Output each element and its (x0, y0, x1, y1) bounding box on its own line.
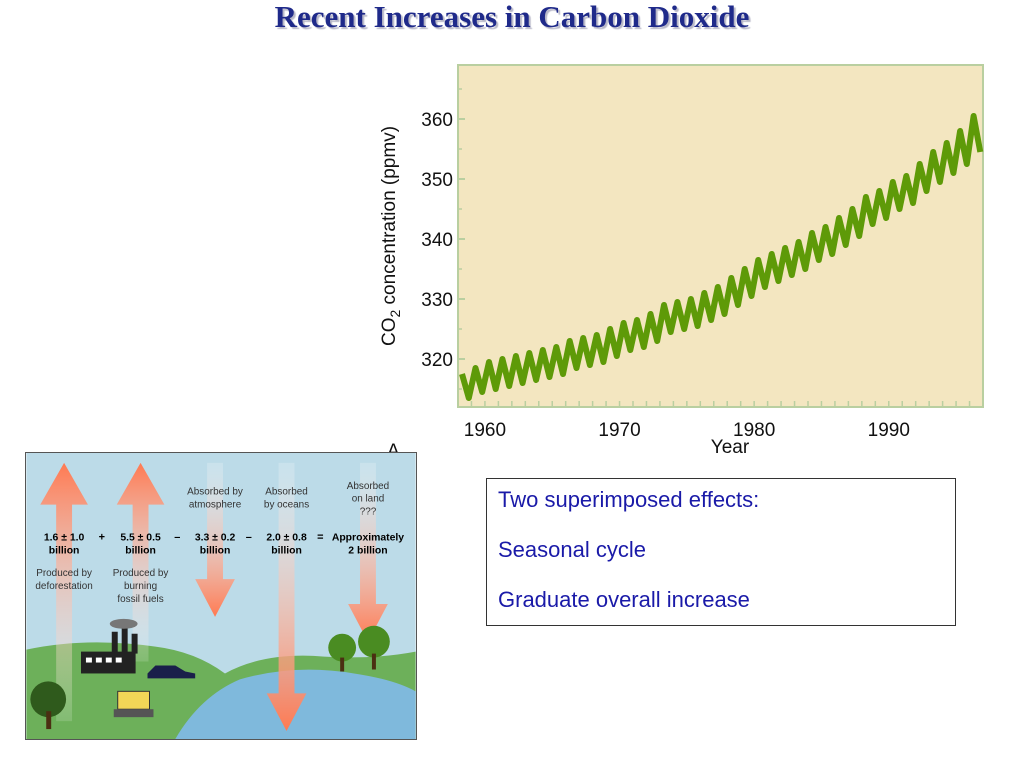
y-tick-label: 320 (421, 350, 453, 371)
budget-value: 1.6 ± 1.0 (44, 532, 85, 543)
budget-description: Produced by (113, 568, 169, 579)
note-line: Seasonal cycle (498, 537, 646, 562)
budget-description: deforestation (35, 581, 92, 592)
budget-description: Absorbed by (187, 487, 243, 498)
budget-description: burning (124, 581, 157, 592)
notes-box: Two superimposed effects: Seasonal cycle… (486, 478, 956, 626)
budget-value: Approximately (332, 532, 404, 543)
flux-arrows (40, 462, 388, 732)
budget-value: 2.0 ± 0.8 (266, 532, 307, 543)
y-axis-label: CO2 concentration (ppmv) (379, 126, 403, 346)
budget-description: Produced by (36, 568, 92, 579)
budget-unit: 2 billion (348, 545, 387, 556)
x-axis: 1960 1970 1980 1990 (464, 420, 910, 441)
x-axis-label: Year (711, 437, 750, 458)
sink-arrow (266, 462, 307, 732)
sink-arrow (195, 462, 235, 617)
sink-arrow (348, 462, 388, 642)
note-line: Two superimposed effects: (498, 487, 760, 512)
source-arrow (116, 462, 165, 662)
budget-description: Absorbed (265, 487, 307, 498)
y-tick-label: 340 (421, 230, 453, 251)
budget-operator: – (246, 531, 252, 543)
note-line: Graduate overall increase (498, 587, 750, 612)
budget-description: by oceans (264, 500, 309, 511)
budget-unit: billion (271, 545, 302, 556)
budget-description: on land (352, 494, 385, 505)
car-icon (147, 665, 196, 679)
budget-value: 3.3 ± 0.2 (195, 532, 236, 543)
y-axis-label-subscript: 2 (387, 310, 403, 318)
y-tick-label: 360 (421, 110, 453, 131)
plot-background (457, 64, 984, 408)
x-tick-label: 1980 (733, 420, 775, 441)
budget-unit: billion (125, 545, 156, 556)
x-tick-label: 1970 (598, 420, 640, 441)
y-tick-label: 330 (421, 290, 453, 311)
budget-labels: 1.6 ± 1.0 billion Produced by deforestation… (35, 481, 404, 605)
budget-description: fossil fuels (117, 594, 163, 605)
budget-unit: billion (200, 545, 231, 556)
budget-operator: + (99, 531, 105, 543)
budget-value: 5.5 ± 0.5 (120, 532, 161, 543)
budget-description: ??? (360, 507, 377, 518)
budget-description: Absorbed (347, 481, 389, 492)
x-minor-ticks (457, 401, 984, 407)
budget-unit: billion (49, 545, 80, 556)
budget-operator: – (174, 531, 180, 543)
slide-title: Recent Increases in Carbon Dioxide (274, 0, 750, 34)
co2-chart: 320 330 340 350 360 1960 1970 1980 1990 CO2 con… (379, 64, 984, 462)
budget-description: atmosphere (189, 500, 242, 511)
y-axis: 320 330 340 350 360 (421, 88, 465, 390)
trees-on-land-icon (328, 625, 390, 672)
co2-series-line (459, 113, 984, 401)
x-tick-label: 1990 (868, 420, 910, 441)
bulldozer-icon (113, 690, 154, 718)
tree-icon (30, 681, 67, 730)
y-axis-label-main: CO (379, 318, 400, 347)
x-tick-label: 1960 (464, 420, 506, 441)
y-axis-label-rest: concentration (ppmv) (379, 126, 400, 310)
y-tick-label: 350 (421, 170, 453, 191)
carbon-budget-diagram: 1.6 ± 1.0 billion Produced by deforestation… (25, 452, 417, 740)
factory-icon (80, 618, 138, 674)
budget-operator: = (317, 531, 323, 543)
source-arrow (40, 462, 88, 722)
